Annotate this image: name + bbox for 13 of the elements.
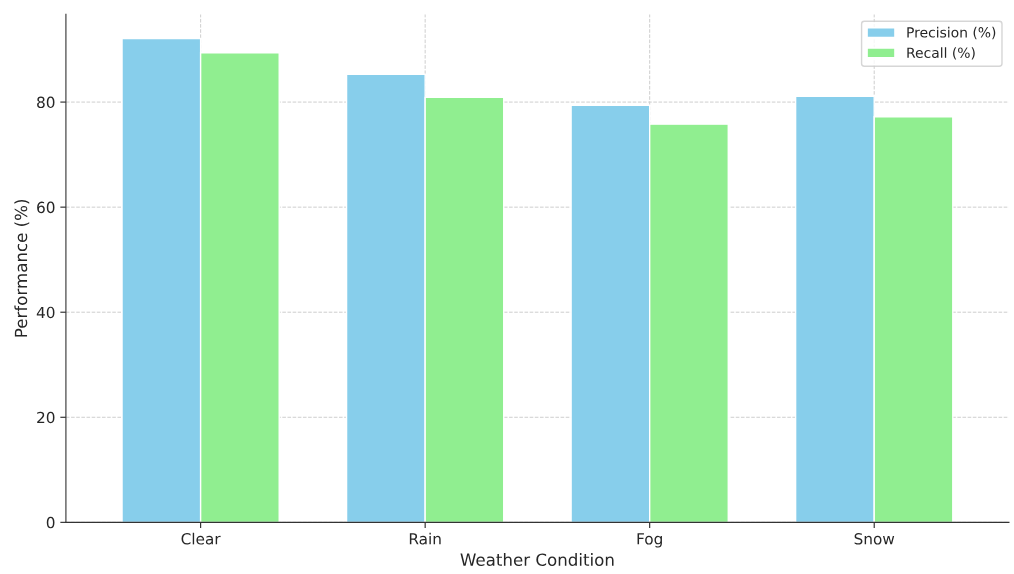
- x-tick-label: Snow: [854, 533, 895, 545]
- y-tick-label: 80: [37, 96, 55, 109]
- y-tick-label: 20: [37, 411, 55, 424]
- y-tick-label: 40: [36, 306, 55, 319]
- y-tick-label: 60: [37, 201, 55, 214]
- x-axis-title: Weather Condition: [460, 553, 614, 566]
- y-axis-title: Performance (%): [14, 199, 30, 337]
- legend-label: Precision (%): [907, 26, 996, 40]
- x-tick-label: Rain: [409, 532, 441, 545]
- x-tick-label: Clear: [181, 532, 221, 545]
- y-tick-label: 0: [46, 516, 55, 529]
- legend-label: Recall (%): [907, 47, 975, 60]
- x-tick-label: Fog: [637, 533, 662, 548]
